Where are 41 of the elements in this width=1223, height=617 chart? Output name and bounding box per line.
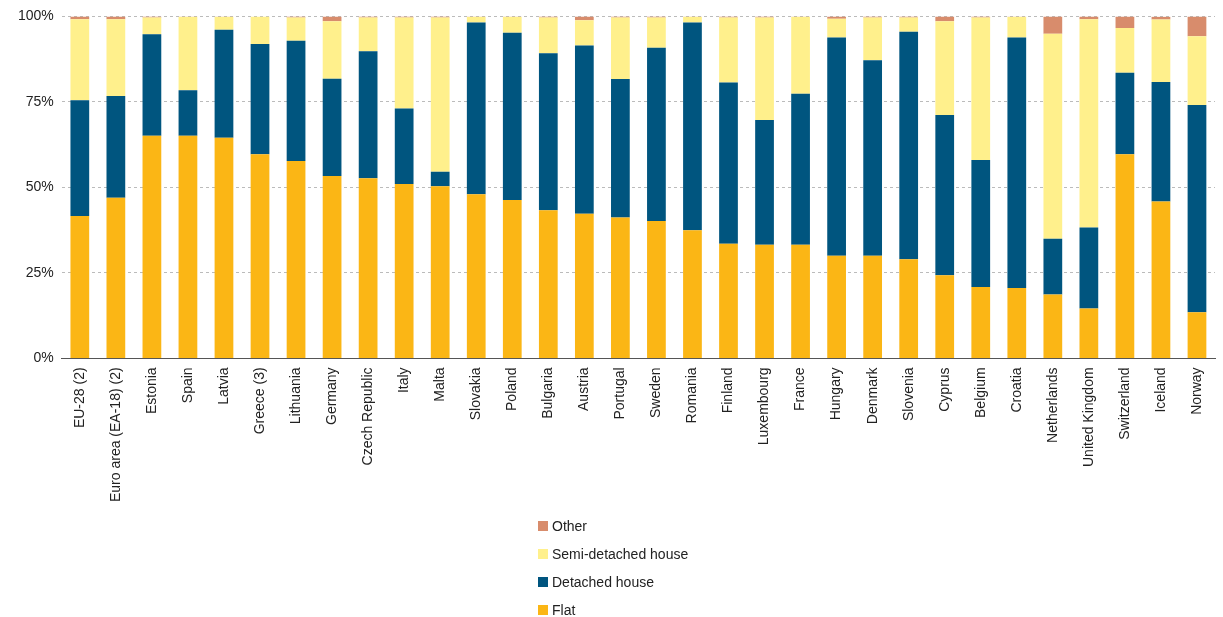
y-tick-label: 25% [25, 263, 54, 280]
x-tick-label: Bulgaria [539, 367, 556, 419]
x-tick-label: Slovakia [467, 367, 484, 421]
x-tick-label: Czech Republic [358, 367, 375, 466]
y-tick-label: 50% [25, 178, 54, 195]
y-tick-label: 100% [17, 7, 54, 24]
x-tick-label: Portugal [611, 367, 628, 420]
x-tick-label: Iceland [1151, 367, 1168, 413]
x-tick-label: Latvia [214, 367, 231, 405]
x-tick-label: Lithuania [286, 367, 303, 425]
x-tick-label: EU-28 (2) [70, 367, 87, 429]
x-tick-label: Malta [431, 367, 448, 402]
x-tick-label: United Kingdom [1079, 367, 1096, 468]
x-tick-label: Spain [178, 367, 195, 404]
x-tick-label: Finland [719, 367, 736, 414]
x-tick-label: Luxembourg [755, 367, 772, 446]
x-tick-label: Cyprus [935, 367, 952, 412]
x-tick-label: Croatia [1007, 367, 1024, 413]
x-tick-label: Euro area (EA-18) (2) [106, 367, 123, 502]
x-tick-label: Estonia [142, 367, 159, 415]
legend-label: Semi-detached house [552, 546, 689, 562]
x-tick-label: Italy [395, 367, 412, 394]
x-tick-label: Norway [1187, 367, 1204, 415]
y-tick-label: 0% [33, 349, 54, 366]
x-tick-label: Austria [575, 367, 592, 411]
x-tick-label: Slovenia [899, 367, 916, 422]
legend-label: Flat [552, 602, 576, 617]
x-tick-label: Germany [322, 367, 339, 425]
x-tick-label: Hungary [827, 367, 844, 421]
x-tick-label: Poland [503, 367, 520, 411]
x-tick-label: Denmark [863, 366, 880, 425]
legend-label: Detached house [552, 574, 654, 590]
x-tick-label: Greece (3) [250, 367, 267, 435]
x-tick-label: Switzerland [1115, 367, 1132, 440]
x-tick-label: Belgium [971, 367, 988, 418]
x-tick-label: Sweden [647, 367, 664, 418]
legend-label: Other [552, 518, 588, 534]
x-tick-label: Netherlands [1043, 367, 1060, 443]
y-tick-label: 75% [25, 92, 54, 109]
x-tick-label: France [791, 367, 808, 411]
x-tick-label: Romania [683, 367, 700, 424]
